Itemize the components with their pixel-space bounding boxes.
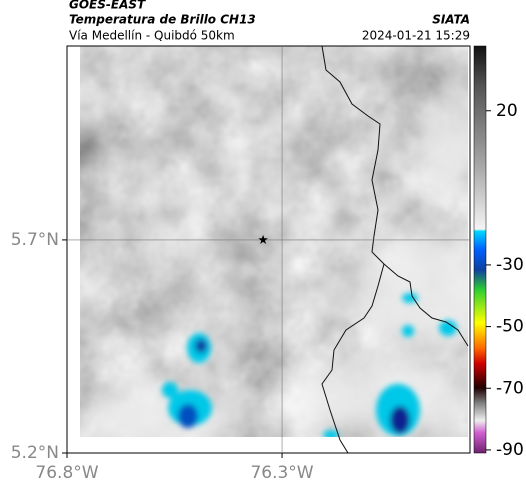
- colorbar: [473, 45, 487, 454]
- title: Temperatura de Brillo CH13: [69, 13, 256, 27]
- location-marker: [258, 234, 268, 244]
- colorbar-tick-label: -90: [496, 440, 524, 460]
- dynamic: 5.7°N 5.2°N76.8°W 76.3°W 20 -30 -50 -70 -90: [11, 46, 524, 483]
- colorbar-tick-label: -70: [496, 378, 524, 398]
- source: GOES-EAST: [69, 0, 146, 12]
- lat-tick-label: 5.7°N: [11, 230, 59, 250]
- lat-tick-label: 5.2°N: [11, 443, 59, 463]
- satellite-image: [80, 46, 468, 437]
- agency: SIATA: [432, 13, 470, 27]
- map-frame: [66, 45, 471, 454]
- colorbar-tick-label: -30: [496, 255, 524, 275]
- colorbar-tick-label: 20: [496, 101, 518, 121]
- lon-tick-label: 76.3°W: [250, 463, 313, 483]
- subtitle: Vía Medellín - Quibdó 50km: [69, 29, 235, 43]
- boundaries: [321, 45, 469, 454]
- datetime: 2024-01-21 15:29: [362, 29, 470, 43]
- lon-tick-label: 76.8°W: [35, 463, 98, 483]
- colorbar-tick-label: -50: [496, 317, 524, 337]
